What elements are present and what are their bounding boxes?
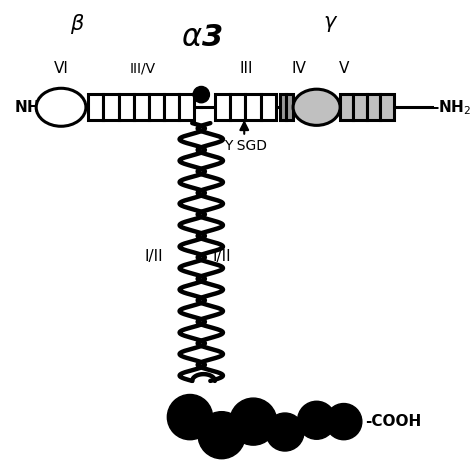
Bar <box>367 94 380 120</box>
Bar <box>230 94 246 120</box>
Circle shape <box>193 86 210 103</box>
Circle shape <box>266 413 304 451</box>
Ellipse shape <box>36 88 86 126</box>
Bar <box>118 94 134 120</box>
Text: VI: VI <box>54 61 69 76</box>
Bar <box>280 94 286 120</box>
Text: III/V: III/V <box>129 62 155 76</box>
Text: IV: IV <box>291 61 306 76</box>
Circle shape <box>230 398 277 445</box>
Text: Y SGD: Y SGD <box>224 139 267 153</box>
Bar <box>261 94 276 120</box>
Ellipse shape <box>293 89 340 125</box>
Bar <box>103 94 118 120</box>
Text: $\gamma$: $\gamma$ <box>322 14 338 34</box>
Circle shape <box>298 401 336 439</box>
Circle shape <box>326 403 362 440</box>
Bar <box>88 94 103 120</box>
Text: -COOH: -COOH <box>365 414 422 429</box>
Bar <box>340 94 354 120</box>
Bar <box>354 94 367 120</box>
Text: -NH$_2$: -NH$_2$ <box>432 98 471 117</box>
Bar <box>215 94 230 120</box>
Text: NH$_2$-: NH$_2$- <box>14 98 54 117</box>
Text: $\alpha$3: $\alpha$3 <box>181 23 222 52</box>
Text: V: V <box>338 61 349 76</box>
Bar <box>380 94 393 120</box>
Text: I/II: I/II <box>145 249 163 264</box>
Bar <box>134 94 149 120</box>
Circle shape <box>198 411 245 459</box>
Bar <box>286 94 293 120</box>
Bar <box>149 94 164 120</box>
Text: III: III <box>240 61 253 76</box>
Bar <box>164 94 179 120</box>
Text: I/II: I/II <box>212 249 231 264</box>
Circle shape <box>167 394 212 440</box>
Bar <box>246 94 261 120</box>
Text: $\beta$: $\beta$ <box>70 11 84 36</box>
Bar <box>179 94 194 120</box>
